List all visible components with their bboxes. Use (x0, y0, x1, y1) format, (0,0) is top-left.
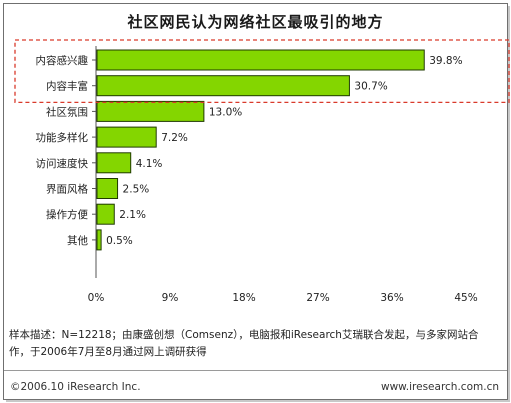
category-label: 界面风格 (46, 183, 88, 196)
sample-note: 样本描述：N=12218；由康盛创想（Comsenz），电脑报和iResearc… (9, 329, 479, 358)
value-label: 39.8% (429, 55, 462, 67)
chart-title: 社区网民认为网络社区最吸引的地方 (127, 13, 384, 31)
category-label: 操作方便 (46, 208, 88, 221)
bar (96, 75, 350, 97)
bar (96, 152, 132, 174)
footer-divider (4, 370, 507, 371)
bar-chart: 内容感兴趣 39.8% 内容丰富 30.7% 社区氛围 13.0% 功能多样化 7.2% 访问速… (14, 39, 510, 304)
category-label: 访问速度快 (36, 157, 89, 170)
bar (96, 178, 119, 199)
value-label: 2.5% (123, 184, 150, 196)
value-label: 4.1% (136, 158, 163, 170)
bar (96, 100, 205, 122)
category-label: 其他 (67, 234, 88, 247)
category-label: 社区氛围 (46, 105, 88, 118)
copyright-text: ©2006.10 iResearch Inc. (10, 381, 141, 393)
frame-shadow-right (507, 6, 510, 400)
bar (96, 229, 102, 251)
category-label: 内容感兴趣 (36, 54, 89, 67)
x-tick-label: 18% (232, 292, 255, 304)
value-label: 30.7% (354, 81, 387, 93)
bar (96, 126, 157, 148)
value-label: 13.0% (209, 106, 242, 118)
x-tick-label: 27% (306, 292, 329, 304)
x-tick-label: 9% (162, 292, 179, 304)
highlight-box (14, 39, 510, 104)
value-label: 2.1% (119, 209, 146, 221)
bar (96, 49, 425, 71)
x-tick-label: 36% (380, 292, 403, 304)
x-tick-label: 0% (88, 292, 105, 304)
bar (96, 203, 115, 225)
category-label: 功能多样化 (36, 131, 89, 144)
category-label: 内容丰富 (46, 80, 88, 93)
x-tick-label: 45% (454, 292, 477, 304)
frame-shadow-bottom (6, 399, 510, 402)
website-url: www.iresearch.com.cn (380, 381, 499, 393)
value-label: 0.5% (106, 235, 133, 247)
value-label: 7.2% (161, 132, 188, 144)
